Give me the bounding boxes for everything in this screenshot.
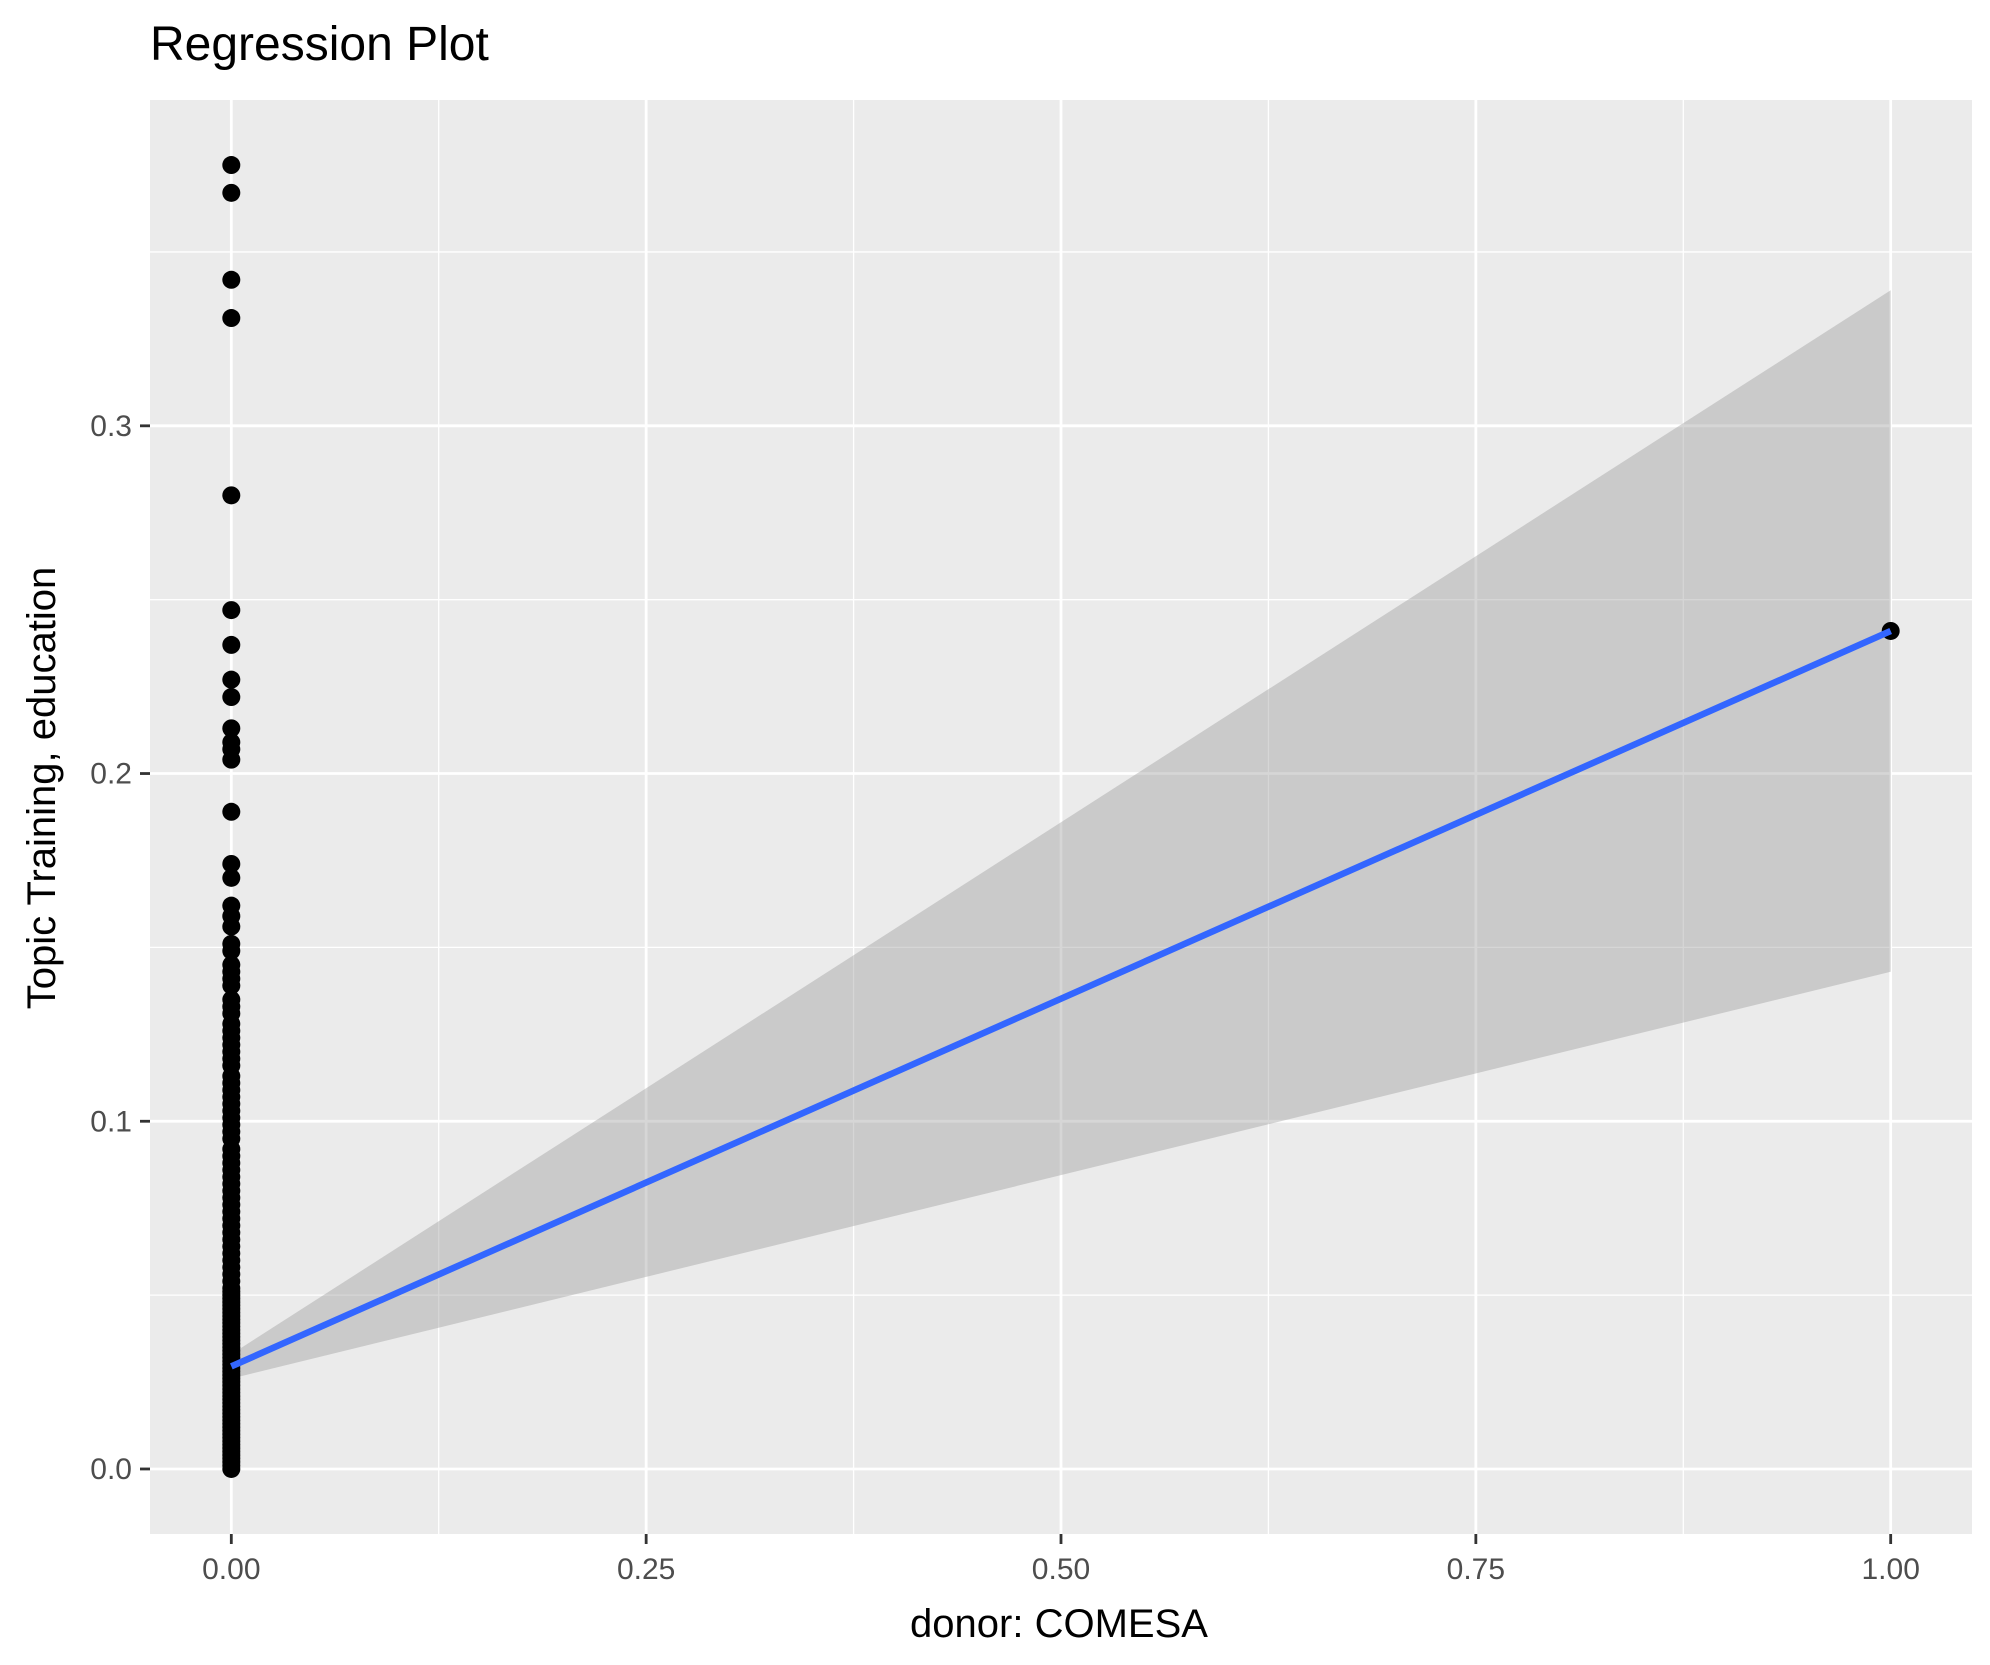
data-point (222, 802, 241, 821)
data-point (222, 854, 241, 873)
data-point (222, 309, 241, 328)
x-tick-label: 0.75 (1447, 1553, 1505, 1586)
y-tick-label: 0.0 (90, 1453, 132, 1486)
regression-line (229, 627, 1893, 1370)
confidence-band (231, 290, 1891, 1379)
x-tick-label: 1.00 (1861, 1553, 1919, 1586)
y-tick-label: 0.2 (90, 758, 132, 791)
x-axis: 0.00 0.25 0.50 0.75 1.00 (202, 1534, 1920, 1586)
data-point (222, 719, 241, 738)
x-axis-title: donor: COMESA (910, 1602, 1208, 1646)
data-point (222, 750, 241, 769)
data-point (222, 976, 241, 995)
x-tick-label: 0.50 (1032, 1553, 1090, 1586)
data-point (222, 917, 241, 936)
x-tick-label: 0.25 (617, 1553, 675, 1586)
data-point (222, 1282, 241, 1301)
y-axis: 0.0 0.1 0.2 0.3 (90, 410, 150, 1486)
data-point (222, 486, 241, 505)
major-gridlines (150, 100, 1972, 1534)
y-tick-label: 0.3 (90, 410, 132, 443)
data-point (222, 868, 241, 887)
data-point (222, 183, 241, 202)
data-points (222, 156, 1900, 1478)
x-tick-label: 0.00 (202, 1553, 260, 1586)
y-axis-title: Topic Training, education (20, 567, 64, 1010)
data-point (222, 941, 241, 960)
data-point (222, 270, 241, 289)
data-point (222, 156, 241, 175)
chart-title: Regression Plot (150, 18, 489, 71)
data-point (222, 688, 241, 707)
data-point (222, 601, 241, 620)
data-point (222, 635, 241, 654)
y-tick-label: 0.1 (90, 1105, 132, 1138)
data-point (222, 670, 241, 689)
